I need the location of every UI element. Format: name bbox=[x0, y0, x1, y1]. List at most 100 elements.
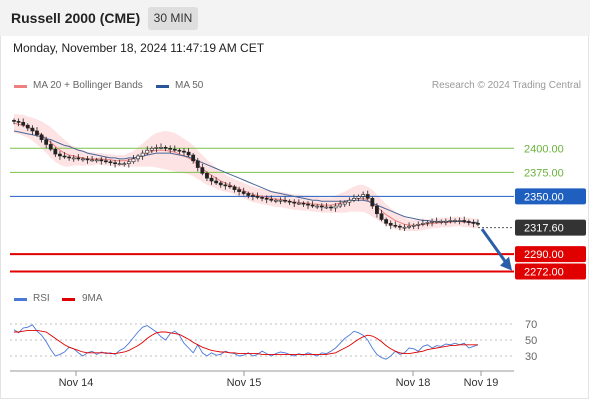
candle-body bbox=[35, 130, 39, 136]
support-box bbox=[515, 263, 586, 280]
candle-body bbox=[315, 205, 320, 208]
candle-body bbox=[407, 225, 411, 228]
support-box bbox=[515, 246, 586, 263]
last-price-box bbox=[515, 219, 586, 236]
candle-body bbox=[402, 226, 407, 229]
rsi-ma-line bbox=[14, 329, 478, 355]
candle-body bbox=[393, 224, 398, 227]
candle-body bbox=[90, 159, 94, 162]
candle-body bbox=[218, 182, 223, 186]
candle-body bbox=[48, 144, 53, 150]
candle-body bbox=[12, 120, 16, 122]
candle-body bbox=[379, 213, 384, 220]
candle-body bbox=[306, 203, 310, 206]
candle-body bbox=[186, 151, 191, 156]
candle-body bbox=[471, 222, 476, 224]
candle-body bbox=[16, 121, 21, 123]
candle-body bbox=[365, 194, 370, 199]
candle-body bbox=[287, 200, 292, 203]
candle-body bbox=[255, 196, 260, 198]
candle-body bbox=[333, 205, 338, 209]
pivot-label: 2350.00 bbox=[524, 191, 564, 203]
ma20-line bbox=[13, 122, 478, 226]
candle-body bbox=[182, 150, 186, 153]
header-bar: Russell 2000 (CME) 30 MIN bbox=[0, 0, 590, 36]
candle-body bbox=[81, 158, 85, 161]
candle-body bbox=[76, 157, 81, 160]
ma50-legend-swatch bbox=[156, 85, 169, 88]
resistance-label: 2400.00 bbox=[524, 143, 564, 155]
x-tick-label: Nov 18 bbox=[396, 377, 431, 389]
candle-body bbox=[292, 201, 297, 204]
ma20-legend-swatch bbox=[14, 85, 27, 88]
timestamp: Monday, November 18, 2024 11:47:19 AM CE… bbox=[13, 41, 265, 55]
resistance-label: 2375.00 bbox=[524, 167, 564, 179]
candle-body bbox=[269, 198, 274, 201]
candle-body bbox=[44, 139, 49, 145]
candle-body bbox=[246, 193, 251, 196]
rsi-tick-label: 50 bbox=[525, 335, 537, 347]
candle-body bbox=[301, 202, 306, 205]
x-tick-label: Nov 19 bbox=[464, 377, 499, 389]
candle-body bbox=[71, 157, 76, 160]
rsi-tick-label: 30 bbox=[525, 351, 537, 363]
candle-body bbox=[159, 147, 163, 149]
candle-body bbox=[117, 163, 122, 165]
candle-body bbox=[21, 122, 26, 126]
rsi-legend-swatch bbox=[14, 298, 27, 301]
rsi-tick-label: 70 bbox=[525, 319, 537, 331]
candle-body bbox=[310, 204, 315, 207]
candle-body bbox=[370, 198, 375, 207]
support-label: 2290.00 bbox=[524, 249, 564, 261]
candle-body bbox=[223, 184, 228, 187]
candle-body bbox=[416, 224, 421, 226]
candle-body bbox=[145, 149, 150, 154]
timeframe-badge[interactable]: 30 MIN bbox=[148, 7, 198, 30]
candle-body bbox=[296, 202, 301, 205]
forecast-arrow-head bbox=[500, 256, 512, 271]
candle-body bbox=[58, 153, 62, 157]
candle-body bbox=[214, 180, 219, 184]
candle-body bbox=[338, 203, 343, 207]
candle-body bbox=[476, 223, 480, 225]
candle-body bbox=[388, 223, 393, 226]
candle-body bbox=[131, 158, 136, 163]
candle-body bbox=[278, 199, 283, 202]
chart-frame bbox=[0, 36, 589, 399]
candle-body bbox=[200, 167, 205, 174]
candle-body bbox=[168, 147, 173, 150]
candle-body bbox=[39, 134, 44, 140]
candle-body bbox=[140, 152, 145, 157]
candle-body bbox=[356, 196, 361, 199]
candle-body bbox=[342, 201, 347, 205]
candle-body bbox=[273, 199, 278, 202]
candle-body bbox=[398, 225, 402, 228]
candle-body bbox=[113, 162, 117, 165]
ma20-legend-label: MA 20 + Bollinger Bands bbox=[33, 80, 143, 91]
ma9-legend-label: 9MA bbox=[82, 293, 103, 304]
candle-body bbox=[361, 194, 366, 197]
candle-body bbox=[53, 148, 58, 155]
candle-body bbox=[420, 223, 425, 225]
candle-body bbox=[25, 124, 30, 129]
candle-body bbox=[154, 147, 159, 149]
candle-body bbox=[85, 158, 90, 161]
ma9-legend-swatch bbox=[62, 298, 75, 301]
chart-title: Russell 2000 (CME) bbox=[11, 10, 141, 26]
candle-body bbox=[149, 147, 154, 151]
candle-body bbox=[324, 206, 329, 209]
forecast-arrow-shaft bbox=[480, 228, 508, 264]
candle-body bbox=[466, 221, 471, 223]
support-label: 2272.00 bbox=[524, 266, 564, 278]
candle-body bbox=[319, 205, 324, 208]
candle-body bbox=[462, 220, 467, 222]
candle-body bbox=[411, 224, 416, 227]
candle-body bbox=[448, 220, 453, 222]
candle-body bbox=[195, 160, 200, 168]
candle-body bbox=[425, 222, 430, 224]
pivot-box bbox=[515, 188, 586, 205]
candle-body bbox=[122, 163, 127, 165]
candle-body bbox=[205, 173, 209, 179]
x-tick-label: Nov 15 bbox=[227, 377, 262, 389]
ma50-legend-label: MA 50 bbox=[175, 80, 204, 91]
